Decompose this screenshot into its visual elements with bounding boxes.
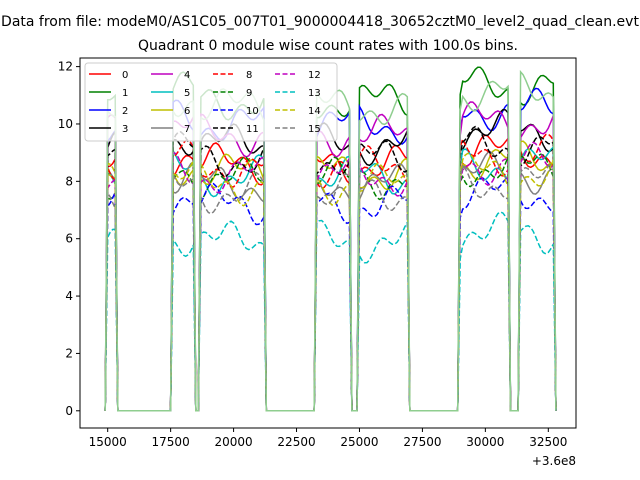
x-tick-label: 20000 [214, 435, 252, 449]
x-tick-label: 22500 [277, 435, 315, 449]
legend-box [84, 62, 338, 142]
legend-label-5: 5 [184, 88, 190, 99]
y-tick-label: 6 [65, 232, 73, 246]
series-line-7 [104, 150, 557, 412]
y-tick-label: 8 [65, 174, 73, 188]
series-line-13 [104, 211, 557, 412]
y-axis: 0 2 4 6 8 10 12 [58, 60, 80, 418]
legend-label-9: 9 [246, 88, 252, 99]
legend-label-1: 1 [122, 88, 128, 99]
series-line-8 [104, 133, 557, 412]
figure-suptitle: Data from file: modeM0/AS1C05_007T01_900… [1, 14, 639, 30]
series-line-14 [104, 152, 557, 412]
x-tick-label: 15000 [89, 435, 127, 449]
x-tick-label: 32500 [529, 435, 567, 449]
legend-label-13: 13 [308, 88, 321, 99]
legend-label-4: 4 [184, 70, 190, 81]
series-line-15 [104, 163, 557, 412]
legend-label-0: 0 [122, 70, 128, 81]
legend-label-2: 2 [122, 106, 128, 117]
legend-label-14: 14 [308, 106, 321, 117]
y-tick-label: 0 [65, 404, 73, 418]
y-tick-label: 10 [58, 117, 73, 131]
legend-label-6: 6 [184, 106, 190, 117]
legend-label-10: 10 [246, 106, 259, 117]
x-tick-label: 30000 [466, 435, 504, 449]
y-tick-label: 12 [58, 60, 73, 74]
x-tick-label: 17500 [152, 435, 190, 449]
y-tick-label: 2 [65, 346, 73, 360]
x-axis: 15000 17500 20000 22500 25000 27500 30000 32500 [89, 428, 567, 449]
series-line-10 [104, 176, 557, 412]
y-tick-label: 4 [65, 289, 73, 303]
series-line-9 [104, 150, 557, 412]
x-tick-label: 27500 [403, 435, 441, 449]
axes-frame [79, 57, 577, 429]
legend-label-12: 12 [308, 70, 321, 81]
legend-label-8: 8 [246, 70, 252, 81]
legend-label-7: 7 [184, 124, 190, 135]
x-offset-text: +3.6e8 [532, 454, 576, 468]
legend-label-11: 11 [246, 124, 259, 135]
x-tick-label: 25000 [340, 435, 378, 449]
legend-label-3: 3 [122, 124, 128, 135]
chart-title: Quadrant 0 module wise count rates with … [138, 38, 518, 54]
legend-label-15: 15 [308, 124, 321, 135]
